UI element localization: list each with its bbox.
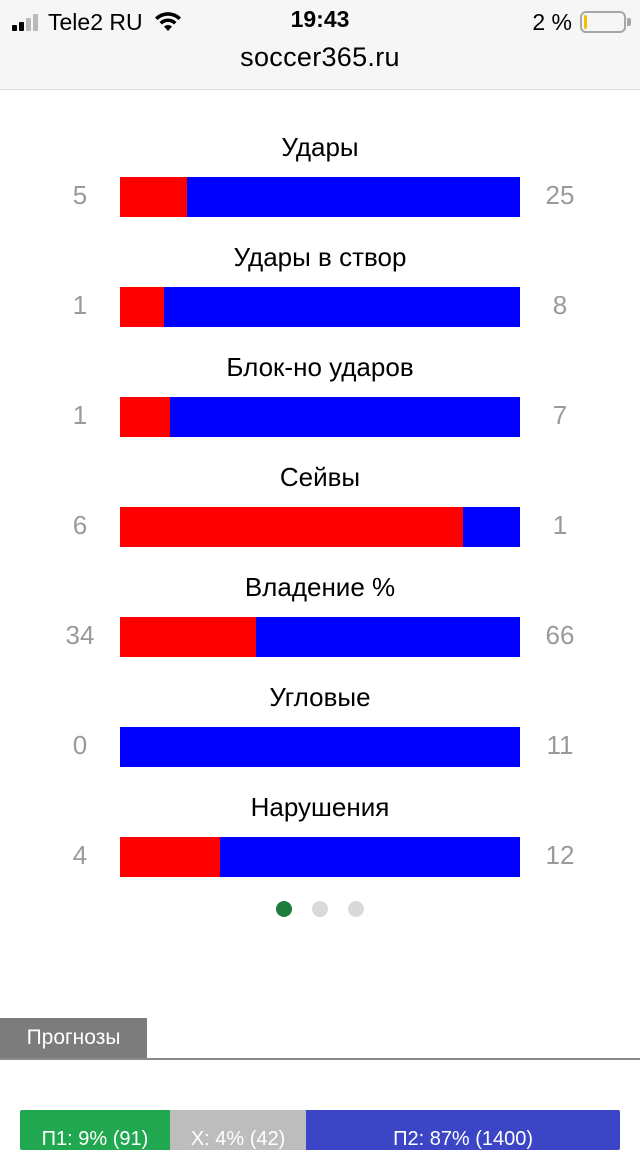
stat-home-value: 34 bbox=[65, 620, 95, 650]
predictions-bar: П1: 9% (91) Х: 4% (42) П2: 87% (1400) bbox=[20, 1110, 620, 1150]
status-bar: Tele2 RU 19:43 2 % soccer365.ru bbox=[0, 0, 640, 90]
stat-away-value: 25 bbox=[545, 180, 575, 210]
stat-row: Удары 5 25 bbox=[0, 92, 640, 217]
signal-bars-icon bbox=[12, 13, 40, 31]
stat-title: Владение % bbox=[244, 572, 396, 602]
pager-dot[interactable] bbox=[276, 901, 292, 917]
battery-icon bbox=[580, 11, 631, 33]
stat-bar bbox=[120, 617, 520, 657]
stat-row: Сейвы 6 1 bbox=[0, 422, 640, 547]
stat-title: Сейвы bbox=[279, 462, 361, 492]
stat-bar-home bbox=[120, 507, 463, 547]
prediction-segment[interactable]: П2: 87% (1400) bbox=[306, 1110, 620, 1150]
stat-bar bbox=[120, 837, 520, 877]
stat-bar-home bbox=[120, 617, 256, 657]
stat-row: Блок-но ударов 1 7 bbox=[0, 312, 640, 437]
prediction-segment[interactable]: П1: 9% (91) bbox=[20, 1110, 170, 1150]
stat-away-value: 1 bbox=[552, 510, 568, 540]
stat-row: Удары в створ 1 8 bbox=[0, 202, 640, 327]
stat-bar-home bbox=[120, 287, 165, 327]
stat-home-value: 6 bbox=[72, 510, 88, 540]
stat-row: Нарушения 4 12 bbox=[0, 752, 640, 877]
match-stats: Удары 5 25 Удары в створ 1 8 Блок-но ударов 1 7 С… bbox=[0, 92, 640, 877]
address-bar-url[interactable]: soccer365.ru bbox=[240, 42, 400, 72]
stat-bar bbox=[120, 727, 520, 767]
stat-title: Блок-но ударов bbox=[226, 352, 414, 382]
stat-home-value: 1 bbox=[72, 400, 88, 430]
stat-title: Угловые bbox=[269, 682, 371, 712]
pager-dot[interactable] bbox=[312, 901, 328, 917]
stat-bar-home bbox=[120, 397, 170, 437]
stat-title: Удары в створ bbox=[233, 242, 407, 272]
prediction-segment[interactable]: Х: 4% (42) bbox=[170, 1110, 307, 1150]
stat-title: Удары bbox=[281, 132, 359, 162]
battery-percent: 2 % bbox=[532, 8, 572, 35]
stat-row: Владение % 34 66 bbox=[0, 532, 640, 657]
stat-title: Нарушения bbox=[250, 792, 390, 822]
tab-predictions-label: Прогнозы bbox=[26, 1026, 121, 1049]
stat-away-value: 12 bbox=[545, 840, 575, 870]
stat-bar-home bbox=[120, 837, 220, 877]
battery-level bbox=[584, 15, 587, 29]
carrier-name: Tele2 RU bbox=[48, 8, 143, 35]
stat-away-value: 66 bbox=[545, 620, 575, 650]
stat-row: Угловые 0 11 bbox=[0, 642, 640, 767]
pager-dot[interactable] bbox=[348, 901, 364, 917]
stat-away-value: 7 bbox=[552, 400, 568, 430]
stat-home-value: 4 bbox=[72, 840, 88, 870]
tab-underline bbox=[0, 1058, 640, 1060]
clock: 19:43 bbox=[290, 6, 350, 32]
stat-away-value: 11 bbox=[546, 730, 574, 760]
wifi-icon bbox=[154, 12, 181, 31]
status-left: Tele2 RU bbox=[12, 8, 183, 36]
pager-dots bbox=[0, 901, 640, 917]
stat-bar bbox=[120, 287, 520, 327]
tab-predictions[interactable]: Прогнозы bbox=[0, 1018, 147, 1058]
stat-bar bbox=[120, 507, 520, 547]
stat-home-value: 1 bbox=[72, 290, 88, 320]
stat-away-value: 8 bbox=[552, 290, 568, 320]
stat-home-value: 5 bbox=[72, 180, 88, 210]
stat-home-value: 0 bbox=[72, 730, 88, 760]
stat-bar bbox=[120, 177, 520, 217]
stat-bar bbox=[120, 397, 520, 437]
status-right: 2 % bbox=[532, 8, 631, 36]
stat-bar-home bbox=[120, 177, 187, 217]
